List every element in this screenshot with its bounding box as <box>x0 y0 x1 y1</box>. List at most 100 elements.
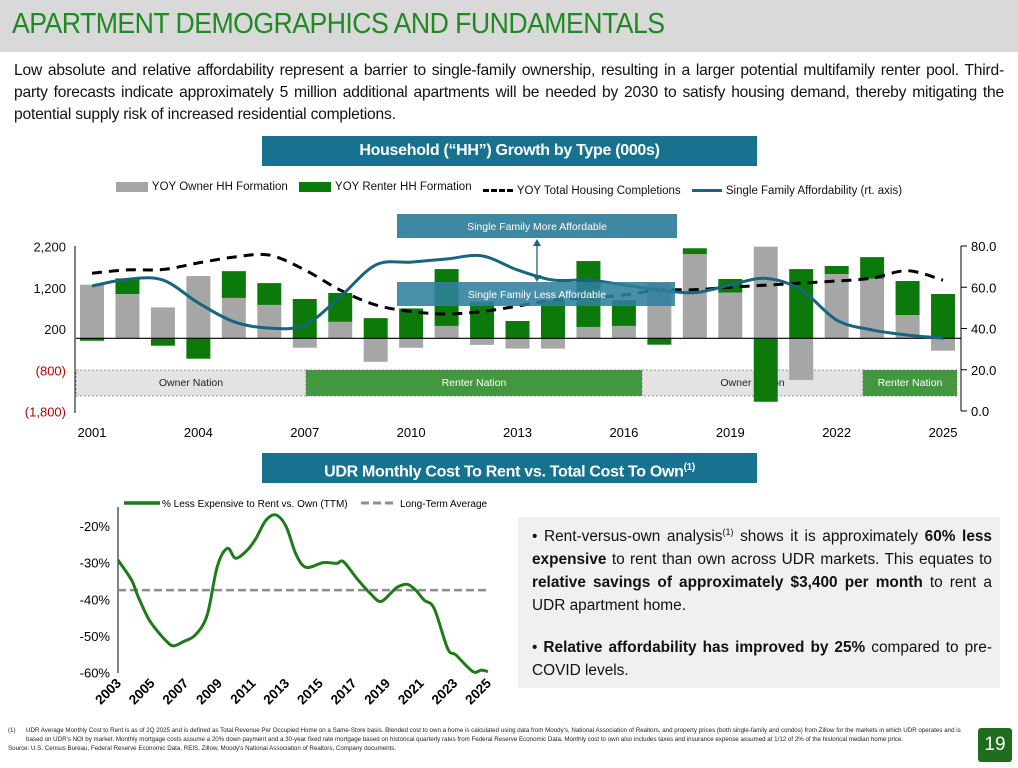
x-tick-label: 2021 <box>395 675 427 707</box>
regime-label: Renter Nation <box>442 377 507 389</box>
arrow-down-icon <box>533 275 541 282</box>
b1-bold-savings: relative savings of approximately $3,400… <box>532 574 923 592</box>
regime-label: Renter Nation <box>878 377 943 389</box>
renter-bar <box>363 318 388 339</box>
page-number: 19 <box>978 728 1012 762</box>
y-tick-label: -60% <box>80 666 111 681</box>
x-tick-label: 2025 <box>929 425 958 440</box>
y-tick-label: -40% <box>80 592 111 607</box>
y-tick-label: -30% <box>80 556 111 571</box>
regime-band <box>862 369 958 397</box>
more-affordable-label: Single Family More Affordable <box>467 221 607 233</box>
x-tick-label: 2013 <box>260 675 292 707</box>
b1-text2: shows it is approximately <box>733 528 925 546</box>
x-tick-label: 2004 <box>184 425 213 440</box>
owner-bar <box>895 315 920 339</box>
x-tick-label: 2011 <box>227 675 259 707</box>
owner-bar <box>824 274 849 339</box>
regime-label: Owner Nation <box>159 377 223 389</box>
left-tick-label: (800) <box>36 363 66 378</box>
owner-bar <box>80 284 104 339</box>
completions-swatch <box>482 189 513 192</box>
renter-bar <box>611 299 636 326</box>
renter-bar <box>257 283 282 305</box>
x-tick-label: 2019 <box>716 425 745 440</box>
owner-bar <box>505 338 530 349</box>
x-tick-label: 2005 <box>126 675 158 707</box>
rent-vs-own-line <box>116 513 489 674</box>
owner-bar <box>682 254 707 339</box>
x-tick-label: 2015 <box>294 675 326 707</box>
owner-bar <box>221 297 246 339</box>
right-tick-label: 60.0 <box>971 280 996 295</box>
renter-bar <box>328 292 353 322</box>
right-tick-label: 20.0 <box>971 363 996 378</box>
regime-band <box>75 369 307 397</box>
x-tick-label: 2010 <box>397 425 426 440</box>
x-tick-label: 2007 <box>290 425 319 440</box>
owner-bar <box>434 325 459 339</box>
owner-bar <box>860 278 885 339</box>
legend-renter: YOY Renter HH Formation <box>299 181 472 193</box>
legend-completions-label: YOY Total Housing Completions <box>516 184 681 197</box>
legend-owner-label: YOY Owner HH Formation <box>151 181 288 193</box>
legend-completions: YOY Total Housing Completions <box>482 184 681 197</box>
chart2-legend: % Less Expensive to Rent vs. Own (TTM) L… <box>124 499 488 510</box>
x-tick-label: 2023 <box>429 675 461 707</box>
b1-text4: to rent a UDR apartment home. <box>532 574 992 615</box>
owner-bar <box>257 304 282 339</box>
owner-bar <box>186 276 211 339</box>
b1-text3: to rent than own across UDR markets. Thi… <box>606 551 992 569</box>
legend-affordability-label: Single Family Affordability (rt. axis) <box>725 184 903 197</box>
owner-bar <box>399 338 424 348</box>
affordability-swatch <box>691 189 722 192</box>
owner-bar <box>328 321 353 339</box>
bullet-affordability-improved: • Relative affordability has improved by… <box>532 639 992 679</box>
x-tick-label: 2019 <box>361 676 393 708</box>
y-tick-label: -20% <box>80 519 111 534</box>
left-tick-label: 200 <box>44 322 66 337</box>
right-tick-label: 40.0 <box>971 322 996 337</box>
left-tick-label: 1,200 <box>33 281 66 296</box>
footnote-text: UDR Average Monthly Cost to Rent is as o… <box>26 727 961 743</box>
owner-bar <box>931 338 956 351</box>
owner-bar <box>363 338 388 362</box>
chart1-legend: YOY Owner HH Formation YOY Renter HH For… <box>0 181 1018 197</box>
footnotes: (1) UDR Average Monthly Cost to Rent is a… <box>8 726 968 753</box>
owner-bar <box>753 246 778 339</box>
renter-bar <box>576 261 601 327</box>
x-tick-label: 2016 <box>609 425 638 440</box>
intro-paragraph: Low absolute and relative affordability … <box>14 62 1004 123</box>
less-affordable-box <box>397 282 675 306</box>
header-band: APARTMENT DEMOGRAPHICS AND FUNDAMENTALS <box>0 0 1018 52</box>
b2-text: compared to pre-COVID levels. <box>532 639 992 679</box>
left-tick-label: 2,200 <box>33 240 66 255</box>
renter-bar <box>115 278 140 295</box>
left-tick-label: (1,800) <box>25 404 66 419</box>
owner-swatch <box>115 182 148 192</box>
renter-bar <box>186 338 211 359</box>
renter-bar <box>789 269 814 339</box>
right-tick-label: 80.0 <box>971 239 996 254</box>
renter-bar <box>470 301 495 339</box>
owner-bar <box>150 307 175 339</box>
completions-line <box>91 252 944 316</box>
legend-owner: YOY Owner HH Formation <box>115 181 288 193</box>
x-tick-label: 2007 <box>160 676 192 708</box>
owner-bar <box>718 292 743 339</box>
regime-label: Owner Nation <box>720 377 784 389</box>
b1-bold-60pct: 60% less expensive <box>532 528 992 569</box>
renter-bar <box>718 278 743 293</box>
b1-text: Rent-versus-own analysis <box>543 528 723 546</box>
source-note: Source: U.S. Census Bureau, Federal Rese… <box>8 745 397 752</box>
x-tick-label: 2013 <box>503 425 532 440</box>
renter-bar <box>434 269 459 326</box>
footnote-number: (1) <box>8 727 16 734</box>
regime-band <box>641 369 864 397</box>
renter-bar <box>931 294 956 339</box>
chart1-title-banner: Household (“HH”) Growth by Type (000s) <box>262 136 757 166</box>
legend-affordability: Single Family Affordability (rt. axis) <box>691 184 903 197</box>
renter-bar <box>221 271 246 298</box>
renter-bar <box>647 338 672 345</box>
affordability-line <box>91 253 944 340</box>
